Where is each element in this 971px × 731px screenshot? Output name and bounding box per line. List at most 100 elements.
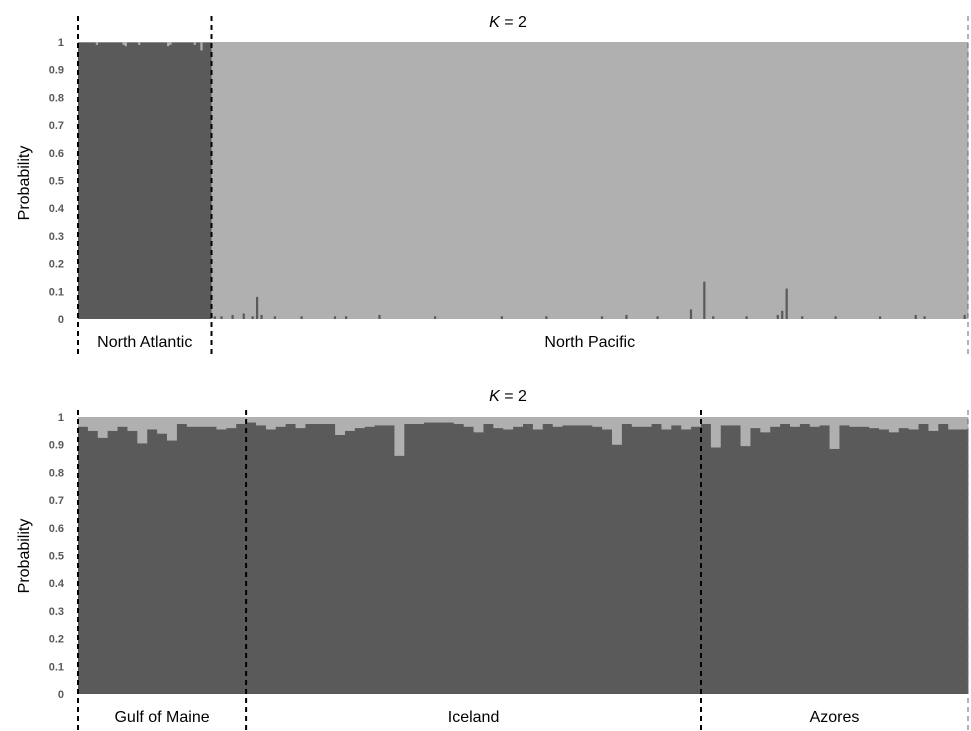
bar-cluster-2 [216, 417, 227, 430]
bar-cluster-1 [91, 42, 94, 319]
bar-cluster-2 [264, 42, 268, 319]
bar-cluster-2 [109, 42, 112, 43]
bar-cluster-2 [416, 42, 419, 319]
bar-cluster-1 [345, 316, 348, 319]
bar-cluster-1 [135, 42, 139, 319]
bar-cluster-2 [500, 42, 504, 317]
bar-cluster-1 [325, 423, 336, 694]
bar-cluster-1 [354, 428, 366, 694]
bar-cluster-2 [451, 42, 455, 319]
bar-cluster-2 [956, 42, 960, 319]
y-tick-label: 1 [58, 412, 64, 424]
bar-cluster-2 [483, 417, 494, 424]
bar-cluster-2 [529, 42, 533, 319]
bar-cluster-2 [912, 42, 915, 319]
bar-cluster-2 [198, 42, 201, 43]
bar-cluster-2 [340, 42, 344, 319]
bar-cluster-1 [849, 426, 860, 694]
bar-cluster-2 [607, 42, 611, 319]
bar-cluster-1 [285, 423, 296, 694]
bar-cluster-1 [898, 428, 910, 694]
bar-cluster-1 [770, 426, 781, 694]
group-label: Gulf of Maine [114, 709, 209, 726]
bar-cluster-1 [251, 316, 255, 319]
bar-cluster-1 [127, 430, 138, 694]
bar-cluster-2 [309, 42, 313, 319]
bar-cluster-2 [701, 417, 712, 424]
bar-cluster-1 [681, 429, 692, 694]
bar-cluster-2 [394, 417, 405, 456]
bar-cluster-2 [476, 42, 479, 319]
bar-cluster-2 [151, 42, 155, 43]
bar-cluster-2 [932, 42, 936, 319]
bar-cluster-1 [191, 42, 195, 319]
bar-cluster-2 [222, 42, 226, 319]
bar-cluster-2 [256, 42, 259, 297]
bar-cluster-2 [391, 42, 395, 319]
bar-cluster-2 [93, 42, 97, 43]
bar-cluster-1 [133, 42, 137, 319]
bar-cluster-2 [562, 417, 573, 426]
bar-cluster-2 [489, 42, 493, 319]
bar-cluster-2 [863, 42, 867, 319]
bar-cluster-2 [453, 417, 465, 424]
bar-cluster-2 [167, 417, 178, 441]
bar-cluster-1 [829, 448, 840, 694]
group-labels: North Atlantic North Pacific [97, 334, 635, 351]
bar-cluster-1 [167, 440, 178, 694]
bar-cluster-1 [503, 429, 514, 694]
bar-cluster-2 [896, 42, 900, 319]
bar-cluster-1 [839, 425, 850, 694]
y-tick-label: 0.4 [49, 203, 65, 215]
bar-cluster-2 [778, 42, 782, 319]
y-tick-label: 0.6 [49, 148, 64, 160]
bar-cluster-2 [701, 42, 704, 319]
bar-cluster-2 [434, 417, 445, 423]
bar-cluster-2 [943, 42, 947, 319]
bar-cluster-2 [100, 42, 103, 43]
bar-cluster-2 [881, 42, 884, 319]
bar-cluster-2 [918, 417, 929, 424]
bar-cluster-2 [202, 42, 206, 43]
bar-cluster-2 [783, 42, 786, 319]
bar-cluster-1 [483, 423, 494, 694]
bar-cluster-2 [830, 42, 833, 319]
bar-cluster-2 [229, 42, 232, 319]
bar-cluster-2 [226, 417, 237, 429]
bar-cluster-2 [901, 42, 904, 319]
bar-cluster-1 [374, 425, 385, 694]
bar-cluster-2 [333, 42, 337, 317]
bar-cluster-1 [572, 425, 583, 694]
group-label: North Pacific [544, 334, 635, 351]
bar-cluster-2 [632, 42, 635, 319]
bar-cluster-2 [854, 42, 858, 319]
bar-cluster-2 [740, 417, 751, 447]
bar-cluster-2 [356, 42, 359, 319]
bar-cluster-2 [680, 42, 684, 319]
bar-cluster-1 [305, 423, 316, 694]
bar-cluster-2 [647, 42, 651, 319]
bar-cluster-2 [482, 42, 486, 319]
bar-cluster-2 [127, 417, 138, 431]
bar-cluster-2 [473, 417, 484, 433]
bar-cluster-2 [741, 42, 744, 319]
bar-cluster-2 [353, 42, 357, 319]
bar-cluster-1 [115, 42, 119, 319]
bar-cluster-1 [78, 426, 89, 694]
bar-cluster-2 [754, 42, 758, 319]
bar-cluster-2 [952, 42, 956, 319]
bar-cluster-2 [409, 42, 413, 319]
bar-cluster-1 [493, 428, 504, 694]
bar-cluster-2 [178, 42, 181, 43]
bar-cluster-1 [750, 428, 761, 694]
bar-cluster-2 [133, 42, 137, 43]
bar-cluster-1 [93, 42, 97, 319]
bar-cluster-2 [605, 42, 608, 319]
bar-cluster-2 [923, 42, 927, 317]
bar-cluster-2 [445, 42, 448, 319]
bar-cluster-1 [220, 316, 224, 319]
bar-cluster-2 [454, 42, 457, 319]
bar-cluster-2 [638, 42, 642, 319]
bar-cluster-1 [434, 422, 445, 694]
bar-cluster-2 [598, 42, 602, 319]
